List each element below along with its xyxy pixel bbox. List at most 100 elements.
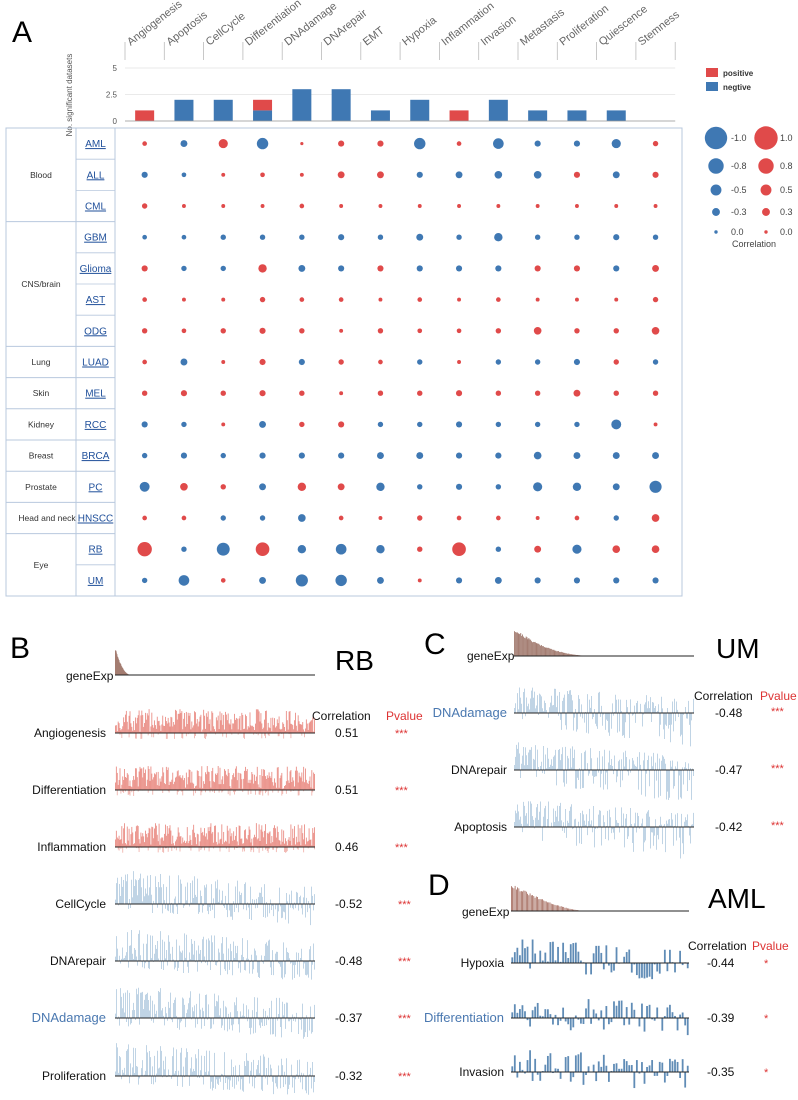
correlation-bubble — [417, 172, 423, 178]
gene-expression-bar — [532, 642, 533, 656]
dataset-label: BRCA — [82, 451, 110, 462]
gene-expression-bar — [537, 644, 538, 656]
gene-expression-bar — [531, 895, 532, 911]
pvalue-stars: *** — [771, 763, 785, 775]
correlation-bubble — [338, 421, 344, 427]
correlation-bubble — [137, 542, 151, 556]
correlation-bubble — [496, 297, 501, 302]
gene-expression-bar — [558, 651, 559, 656]
pvalue-stars: *** — [771, 820, 785, 832]
correlation-bubble — [457, 141, 462, 146]
correlation-bubble — [338, 171, 345, 178]
size-legend-neg-bubble — [712, 208, 720, 216]
correlation-value: -0.48 — [715, 706, 743, 720]
y-tick-label: 0 — [113, 117, 118, 126]
gene-expression-bar — [537, 643, 538, 656]
correlation-bubble — [298, 514, 306, 522]
correlation-bubble — [416, 452, 423, 459]
dataset-label: GBM — [84, 233, 107, 244]
correlation-bubble — [338, 234, 344, 240]
gene-expression-bar — [562, 907, 563, 911]
gene-expression-bar — [542, 646, 543, 656]
correlation-bubble — [377, 577, 384, 584]
correlation-bubble — [339, 516, 344, 521]
gene-expression-bar — [559, 652, 560, 656]
gene-expression-bar — [520, 891, 521, 911]
correlation-bubble — [142, 203, 147, 208]
correlation-bubble — [181, 453, 187, 459]
gene-expression-bar — [523, 891, 524, 911]
panel-a-bubble-matrix: BloodAMLALLCMLCNS/brainGBMGliomaASTODGLu… — [6, 128, 682, 596]
correlation-bubble — [496, 391, 501, 396]
gene-expression-bar — [534, 642, 535, 656]
dataset-label: AML — [85, 139, 106, 150]
correlation-bubble — [496, 547, 501, 552]
correlation-bubble — [179, 575, 190, 586]
correlation-bubble — [298, 265, 305, 272]
size-legend-neg-label: -0.3 — [731, 207, 747, 217]
bar-negtive — [292, 89, 311, 121]
gene-expression-bar — [548, 902, 549, 911]
correlation-value: 0.51 — [335, 783, 359, 797]
gene-expression-bar — [546, 647, 547, 656]
correlation-bubble — [535, 235, 540, 240]
correlation-bubble — [652, 577, 658, 583]
gene-expression-bar — [547, 902, 548, 911]
correlation-bubble — [613, 171, 620, 178]
panel-b-title: RB — [335, 645, 374, 676]
correlation-bubble — [182, 235, 187, 240]
correlation-value: -0.32 — [335, 1069, 363, 1083]
correlation-bubble — [653, 141, 658, 146]
gene-expression-bar — [555, 905, 556, 911]
correlation-bubble — [573, 483, 581, 491]
correlation-bubble — [142, 297, 147, 302]
correlation-bubble — [611, 419, 621, 429]
correlation-bubble — [536, 516, 540, 520]
size-legend-pos-bubble — [762, 208, 770, 216]
correlation-bubble — [495, 453, 501, 459]
correlation-bubble — [338, 483, 345, 490]
pvalue-stars: *** — [395, 842, 409, 854]
gene-expression-bar — [556, 651, 557, 656]
correlation-bubble — [221, 266, 226, 271]
panel-letter-c: C — [424, 628, 446, 661]
correlation-bubble — [181, 390, 187, 396]
track-label: DNAdamage — [433, 705, 507, 720]
gene-expression-bar — [560, 906, 561, 911]
correlation-bubble — [494, 233, 502, 241]
correlation-bubble — [457, 328, 462, 333]
correlation-bubble — [217, 543, 230, 556]
correlation-bubble — [299, 391, 304, 396]
correlation-bubble — [339, 391, 343, 395]
correlation-bubble — [258, 264, 266, 272]
correlation-bubble — [535, 391, 540, 396]
gene-expression-bar — [538, 644, 539, 656]
pvalue-stars: *** — [395, 728, 409, 740]
correlation-bubble — [613, 483, 620, 490]
legend-label-negtive: negtive — [723, 83, 752, 92]
correlation-bubble — [575, 298, 579, 302]
dataset-label: PC — [89, 482, 103, 493]
correlation-bubble — [379, 298, 383, 302]
gene-expression-bar — [514, 631, 515, 656]
correlation-bubble — [612, 545, 620, 553]
gene-expression-bar — [546, 648, 547, 656]
correlation-bubble — [456, 577, 462, 583]
correlation-value: -0.52 — [335, 897, 363, 911]
gene-expression-bar — [540, 899, 541, 911]
correlation-bubble — [614, 328, 619, 333]
correlation-bubble — [535, 359, 540, 364]
correlation-bubble — [182, 204, 186, 208]
gene-expression-bar — [541, 899, 542, 911]
correlation-bubble — [574, 328, 579, 333]
correlation-bubble — [221, 328, 226, 333]
correlation-bubble — [456, 265, 462, 271]
size-legend-title: Correlation — [732, 239, 776, 249]
gene-expression-bar — [528, 895, 529, 911]
correlation-bubble — [417, 547, 422, 552]
gene-expression-bar — [523, 637, 524, 656]
gene-expression-bar — [560, 652, 561, 656]
correlation-bubble — [182, 516, 187, 521]
correlation-bubble — [574, 452, 581, 459]
correlation-bubble — [414, 138, 425, 149]
